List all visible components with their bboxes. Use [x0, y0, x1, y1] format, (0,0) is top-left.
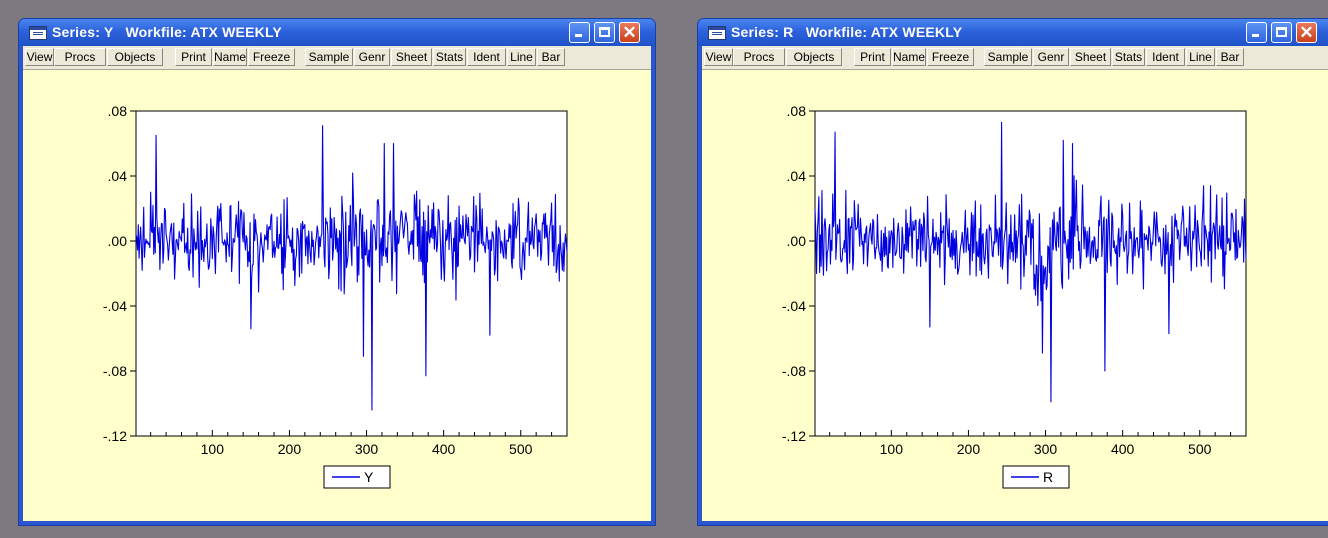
print-button[interactable]: Print — [175, 48, 212, 66]
maximize-icon — [599, 27, 610, 37]
y-tick-label: -.12 — [782, 428, 806, 444]
legend-label: Y — [364, 469, 374, 485]
bar-button[interactable]: Bar — [1216, 48, 1244, 66]
ident-button[interactable]: Ident — [1146, 48, 1185, 66]
y-tick-label: .08 — [108, 103, 128, 119]
x-tick-label: 100 — [201, 441, 225, 457]
y-tick-label: -.12 — [103, 428, 127, 444]
bar-button[interactable]: Bar — [537, 48, 565, 66]
y-tick-label: .00 — [108, 233, 128, 249]
line-button[interactable]: Line — [507, 48, 536, 66]
sheet-button[interactable]: Sheet — [1070, 48, 1111, 66]
x-tick-label: 400 — [432, 441, 456, 457]
stats-button[interactable]: Stats — [433, 48, 466, 66]
series-line-y — [135, 125, 568, 411]
close-button[interactable]: ✕ — [1296, 22, 1317, 43]
sample-button[interactable]: Sample — [984, 48, 1032, 66]
minimize-icon — [575, 34, 582, 37]
sample-button[interactable]: Sample — [305, 48, 353, 66]
maximize-button[interactable] — [594, 22, 615, 43]
title-bar[interactable]: Series: R Workfile: ATX WEEKLY ✕ — [698, 19, 1328, 46]
series-window-r[interactable]: Series: R Workfile: ATX WEEKLY ✕ View Pro… — [697, 18, 1328, 526]
line-chart: .08 .04 .00 -.04 -.08 -.12 100 200 300 400 500 Y — [103, 103, 568, 489]
toolbar: View Procs Objects Print Name Freeze Sample Gen… — [23, 46, 651, 70]
series-line-r — [814, 121, 1247, 403]
y-tick-label: -.04 — [103, 298, 127, 314]
minimize-button[interactable] — [569, 22, 590, 43]
plot-area — [135, 110, 568, 437]
view-button[interactable]: View — [25, 48, 54, 66]
stats-button[interactable]: Stats — [1112, 48, 1145, 66]
y-tick-label: -.08 — [103, 363, 127, 379]
toolbar: View Procs Objects Print Name Freeze Sample Gen… — [702, 46, 1328, 70]
x-tick-label: 300 — [355, 441, 379, 457]
y-tick-label: .08 — [787, 103, 807, 119]
objects-button[interactable]: Objects — [786, 48, 842, 66]
close-icon: ✕ — [1299, 23, 1314, 42]
x-tick-label: 100 — [880, 441, 904, 457]
minimize-button[interactable] — [1246, 22, 1267, 43]
x-tick-label: 200 — [278, 441, 302, 457]
maximize-button[interactable] — [1271, 22, 1292, 43]
x-tick-label: 400 — [1111, 441, 1135, 457]
x-tick-label: 500 — [1188, 441, 1212, 457]
minimize-icon — [1252, 34, 1259, 37]
freeze-button[interactable]: Freeze — [248, 48, 295, 66]
line-button[interactable]: Line — [1186, 48, 1215, 66]
view-button[interactable]: View — [704, 48, 733, 66]
y-tick-label: -.08 — [782, 363, 806, 379]
window-title: Series: R Workfile: ATX WEEKLY — [731, 24, 963, 40]
print-button[interactable]: Print — [854, 48, 891, 66]
name-button[interactable]: Name — [892, 48, 926, 66]
objects-button[interactable]: Objects — [107, 48, 163, 66]
y-tick-label: .04 — [787, 168, 807, 184]
close-icon: ✕ — [622, 23, 637, 42]
sheet-button[interactable]: Sheet — [391, 48, 432, 66]
window-menu-icon[interactable] — [708, 26, 726, 40]
x-tick-label: 300 — [1034, 441, 1058, 457]
y-tick-label: .04 — [108, 168, 128, 184]
graph-area: .08 .04 .00 -.04 -.08 -.12 100 200 300 400 500 R — [702, 70, 1328, 521]
line-chart: .08 .04 .00 -.04 -.08 -.12 100 200 300 400 500 R — [782, 103, 1247, 489]
graph-area: .08 .04 .00 -.04 -.08 -.12 100 200 300 400 500 Y — [23, 70, 651, 521]
legend-label: R — [1043, 469, 1053, 485]
series-window-y[interactable]: Series: Y Workfile: ATX WEEKLY ✕ View Pro… — [18, 18, 656, 526]
genr-button[interactable]: Genr — [354, 48, 390, 66]
procs-button[interactable]: Procs — [733, 48, 785, 66]
freeze-button[interactable]: Freeze — [927, 48, 974, 66]
name-button[interactable]: Name — [213, 48, 247, 66]
x-tick-label: 200 — [957, 441, 981, 457]
procs-button[interactable]: Procs — [54, 48, 106, 66]
ident-button[interactable]: Ident — [467, 48, 506, 66]
window-menu-icon[interactable] — [29, 26, 47, 40]
y-tick-label: .00 — [787, 233, 807, 249]
plot-area — [814, 110, 1247, 437]
maximize-icon — [1276, 27, 1287, 37]
genr-button[interactable]: Genr — [1033, 48, 1069, 66]
y-tick-label: -.04 — [782, 298, 806, 314]
close-button[interactable]: ✕ — [619, 22, 640, 43]
title-bar[interactable]: Series: Y Workfile: ATX WEEKLY ✕ — [19, 19, 655, 46]
x-tick-label: 500 — [509, 441, 533, 457]
window-title: Series: Y Workfile: ATX WEEKLY — [52, 24, 282, 40]
